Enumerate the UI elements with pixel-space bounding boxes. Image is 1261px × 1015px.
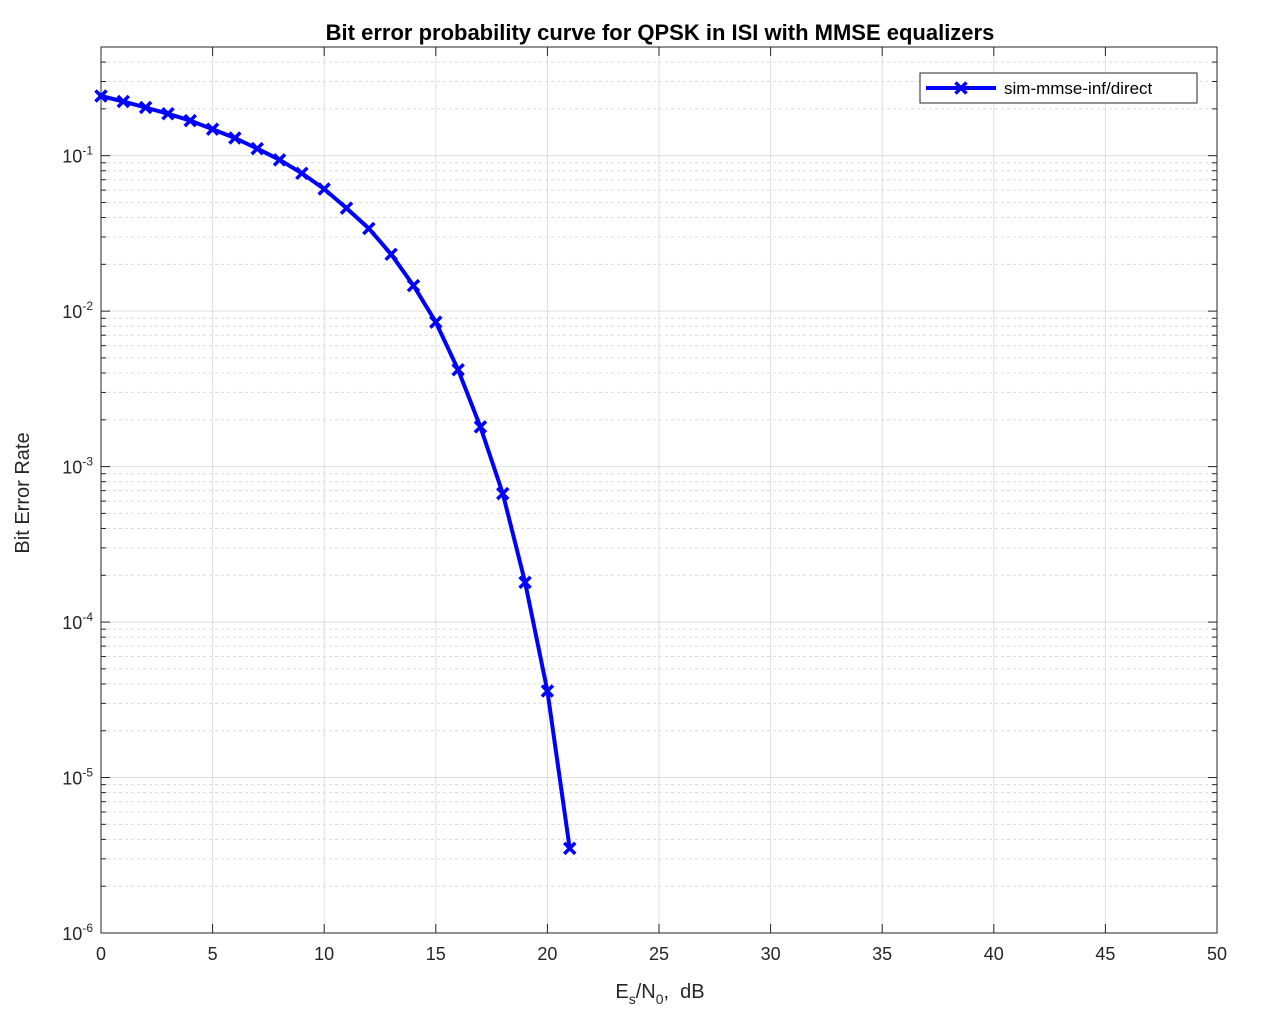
x-tick-label: 45 — [1095, 944, 1115, 964]
data-point — [562, 841, 577, 856]
x-tick-label: 10 — [314, 944, 334, 964]
data-point — [339, 201, 354, 215]
x-axis-label: Es/N0, dB — [615, 981, 704, 1007]
x-tick-labels: 0 5 10 15 20 25 30 35 40 45 50 — [96, 944, 1227, 964]
x-tick-label: 35 — [872, 944, 892, 964]
x-tick-label: 20 — [537, 944, 557, 964]
data-point — [540, 684, 555, 698]
y-axis-label: Bit Error Rate — [12, 432, 34, 553]
y-tick-label: 10-4 — [62, 610, 93, 633]
y-tick-label: 10-6 — [62, 921, 93, 944]
chart-title: Bit error probability curve for QPSK in … — [326, 20, 995, 45]
data-point — [138, 100, 153, 115]
data-point — [94, 89, 108, 103]
data-point — [362, 221, 376, 236]
series-line — [100, 94, 572, 849]
y-tick-label: 10-1 — [62, 144, 93, 167]
data-point — [116, 94, 131, 109]
data-point — [518, 575, 532, 590]
data-point — [429, 315, 443, 329]
data-point — [161, 107, 175, 121]
data-point — [272, 153, 287, 167]
data-point — [406, 278, 421, 293]
y-tick-labels: 10-6 10-5 10-4 10-3 10-2 10-1 — [62, 144, 93, 944]
tick-marks — [100, 46, 1218, 934]
x-tick-label: 25 — [649, 944, 669, 964]
data-point — [473, 420, 488, 434]
y-tick-label: 10-3 — [62, 455, 93, 478]
y-tick-label: 10-5 — [62, 766, 93, 789]
data-point — [250, 141, 264, 156]
data-point — [295, 166, 309, 181]
data-point — [496, 486, 510, 501]
legend[interactable]: sim-mmse-inf/direct — [919, 72, 1198, 104]
x-tick-label: 50 — [1207, 944, 1227, 964]
x-tick-label: 0 — [96, 944, 106, 964]
legend-marker — [954, 81, 968, 95]
y-tick-label: 10-2 — [62, 299, 93, 322]
grid — [100, 46, 1218, 934]
data-point — [228, 131, 242, 145]
data-point — [183, 113, 198, 128]
data-point — [317, 182, 331, 196]
x-tick-label: 30 — [761, 944, 781, 964]
data-point — [205, 122, 220, 136]
data-point — [451, 362, 465, 377]
x-tick-label: 5 — [208, 944, 218, 964]
series-layer — [94, 89, 577, 856]
legend-marker-x — [954, 81, 968, 95]
x-tick-label: 40 — [984, 944, 1004, 964]
x-tick-label: 15 — [426, 944, 446, 964]
data-point — [384, 247, 398, 262]
legend-label: sim-mmse-inf/direct — [1004, 79, 1153, 98]
